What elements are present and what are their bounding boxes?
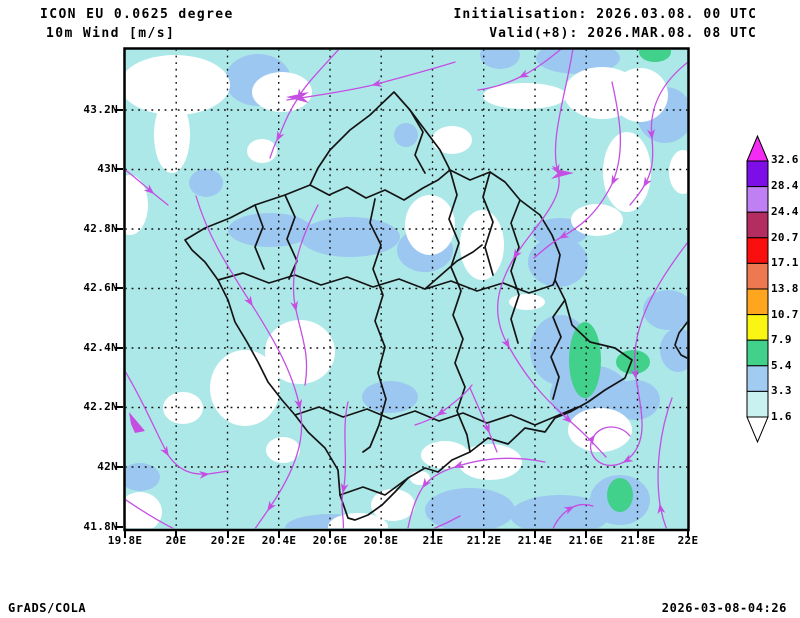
lat-label: 43.2N xyxy=(83,103,118,116)
lat-label: 42.6N xyxy=(83,281,118,294)
init-time-label: Initialisation: 2026.03.08. 00 UTC xyxy=(453,7,757,22)
lon-label: 21.6E xyxy=(568,534,604,547)
colorbar-segment xyxy=(746,390,769,418)
colorbar-segment xyxy=(746,339,769,367)
tick xyxy=(687,531,689,538)
tick xyxy=(329,531,331,538)
lon-label: 20E xyxy=(165,534,187,547)
tick xyxy=(115,406,123,408)
map-frame xyxy=(123,47,690,532)
tick xyxy=(432,531,434,538)
lon-label: 21.4E xyxy=(517,534,553,547)
tick xyxy=(115,109,123,111)
lon-label: 21E xyxy=(422,534,444,547)
tick xyxy=(278,531,280,538)
lat-label: 42.4N xyxy=(83,341,118,354)
tick xyxy=(124,531,126,538)
tick xyxy=(227,531,229,538)
lon-label: 21.8E xyxy=(620,534,656,547)
colorbar-level: 17.1 xyxy=(771,256,799,269)
tick xyxy=(380,531,382,538)
map-canvas xyxy=(123,47,690,532)
tick xyxy=(175,531,177,538)
colorbar-segment xyxy=(746,211,769,239)
neighbor-border-fragment xyxy=(674,320,688,360)
lat-label: 42N xyxy=(97,460,118,473)
tick xyxy=(585,531,587,538)
lon-label: 22E xyxy=(677,534,699,547)
colorbar-level: 24.4 xyxy=(771,205,799,218)
lat-label: 42.8N xyxy=(83,222,118,235)
lon-label: 21.2E xyxy=(466,534,502,547)
colorbar-segment xyxy=(746,288,769,316)
tick xyxy=(115,228,123,230)
valid-time-label: Valid(+8): 2026.MAR.08. 08 UTC xyxy=(489,26,757,41)
colorbar-level: 20.7 xyxy=(771,231,799,244)
colorbar-segment xyxy=(746,160,769,188)
tick xyxy=(483,531,485,538)
lat-label: 42.2N xyxy=(83,400,118,413)
colorbar-level: 10.7 xyxy=(771,308,799,321)
colorbar-segment xyxy=(746,186,769,213)
tick xyxy=(637,531,639,538)
grads-credit: GrADS/COLA xyxy=(8,601,87,615)
lon-label: 20.4E xyxy=(261,534,297,547)
colorbar-level: 13.8 xyxy=(771,282,799,295)
tick xyxy=(534,531,536,538)
colorbar-level: 5.4 xyxy=(771,359,792,372)
lat-label: 41.8N xyxy=(83,520,118,533)
bold-arrowheads xyxy=(129,92,574,433)
tick xyxy=(115,466,123,468)
colorbar-arrow-bottom xyxy=(746,416,769,444)
tick xyxy=(115,168,123,170)
colorbar-segment xyxy=(746,314,769,341)
colorbar-segment xyxy=(746,262,769,290)
lon-label: 20.6E xyxy=(312,534,348,547)
creation-timestamp: 2026-03-08-04:26 xyxy=(661,601,787,615)
colorbar-level: 1.6 xyxy=(771,410,792,423)
lat-label: 43N xyxy=(97,162,118,175)
tick xyxy=(115,526,123,528)
colorbar-level: 3.3 xyxy=(771,384,792,397)
streamlines xyxy=(125,49,688,529)
wind-speed-colorbar xyxy=(746,134,769,444)
tick xyxy=(115,287,123,289)
model-title: ICON EU 0.0625 degree xyxy=(40,7,234,22)
colorbar-arrow-top xyxy=(746,134,769,162)
colorbar-level: 28.4 xyxy=(771,179,799,192)
wind-field-background xyxy=(125,49,688,530)
colorbar-level: 32.6 xyxy=(771,153,799,166)
lon-label: 20.2E xyxy=(210,534,246,547)
tick xyxy=(115,347,123,349)
lon-label: 19.8E xyxy=(107,534,143,547)
colorbar-segment xyxy=(746,365,769,392)
lon-label: 20.8E xyxy=(363,534,399,547)
colorbar-segment xyxy=(746,237,769,264)
field-title: 10m Wind [m/s] xyxy=(46,26,176,41)
colorbar-level: 7.9 xyxy=(771,333,792,346)
